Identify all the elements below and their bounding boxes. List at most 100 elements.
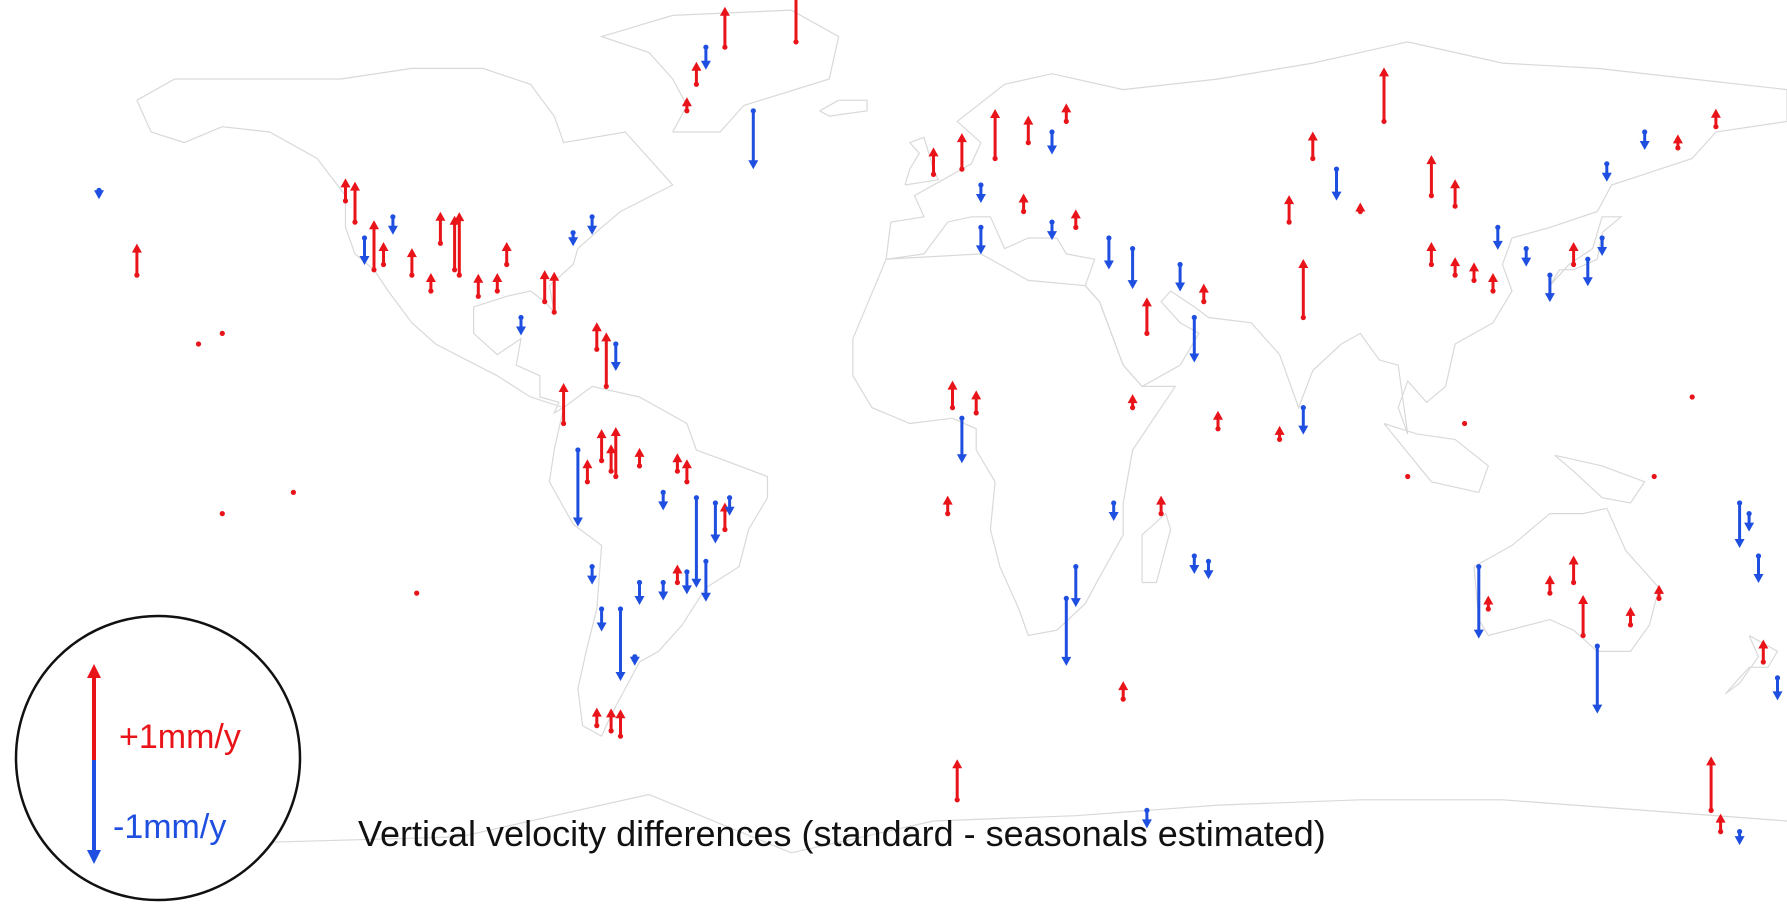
coastline-7 bbox=[1724, 634, 1779, 695]
velocity-arrowhead bbox=[1189, 565, 1200, 574]
velocity-arrowhead bbox=[629, 656, 640, 666]
velocity-arrowhead bbox=[634, 596, 645, 605]
velocity-arrowhead bbox=[1601, 172, 1612, 182]
velocity-arrowhead bbox=[975, 245, 986, 255]
velocity-arrowhead bbox=[473, 273, 484, 283]
legend: +1mm/y -1mm/y bbox=[14, 614, 302, 902]
station-dots-layer bbox=[96, 39, 1781, 835]
coastline-10 bbox=[819, 99, 868, 117]
velocity-arrowhead bbox=[1047, 145, 1057, 155]
velocity-arrowhead bbox=[691, 578, 702, 588]
velocity-arrowhead bbox=[1488, 273, 1498, 282]
coastline-1 bbox=[548, 385, 769, 738]
station-dot bbox=[1651, 473, 1657, 480]
velocity-arrowhead bbox=[681, 97, 692, 107]
velocity-arrowhead bbox=[1710, 108, 1721, 118]
velocity-arrowhead bbox=[449, 215, 460, 225]
velocity-arrowhead bbox=[1469, 262, 1479, 272]
velocity-arrowhead bbox=[1654, 584, 1664, 594]
velocity-arrowhead bbox=[1568, 242, 1579, 251]
velocity-arrowhead bbox=[1274, 425, 1285, 435]
velocity-arrowhead bbox=[1307, 131, 1318, 141]
velocity-arrowhead bbox=[1639, 141, 1650, 150]
velocity-arrowhead bbox=[1426, 155, 1437, 165]
velocity-arrowhead bbox=[634, 447, 645, 457]
velocity-arrowhead bbox=[610, 362, 621, 371]
velocity-arrowhead bbox=[658, 501, 669, 511]
station-dot bbox=[414, 590, 420, 596]
velocity-arrowhead bbox=[1284, 195, 1295, 205]
velocity-arrowhead bbox=[1070, 209, 1081, 219]
map-caption: Vertical velocity differences (standard … bbox=[358, 813, 1326, 854]
velocity-arrowhead bbox=[1625, 606, 1636, 616]
station-dot bbox=[219, 330, 225, 336]
velocity-arrowhead bbox=[425, 273, 436, 282]
velocity-arrowhead bbox=[1379, 67, 1389, 77]
velocity-arrowhead bbox=[1103, 260, 1114, 270]
velocity-arrowhead bbox=[378, 242, 389, 251]
velocity-arrowhead bbox=[94, 190, 104, 200]
velocity-arrowhead bbox=[1213, 410, 1223, 420]
velocity-arrowhead bbox=[1592, 704, 1603, 714]
velocity-arrowhead bbox=[1734, 539, 1745, 548]
velocity-arrowhead bbox=[615, 672, 626, 681]
velocity-arrowhead bbox=[1355, 202, 1366, 212]
velocity-arrowhead bbox=[947, 380, 958, 390]
velocity-arrowhead bbox=[700, 60, 711, 70]
velocity-arrowhead bbox=[1578, 595, 1589, 604]
velocity-arrowhead bbox=[719, 6, 730, 16]
velocity-arrowhead bbox=[1070, 598, 1081, 608]
coastline-0 bbox=[136, 67, 674, 415]
velocity-arrowhead bbox=[1118, 681, 1129, 691]
coastline-13 bbox=[1554, 454, 1646, 504]
velocity-arrowhead bbox=[672, 453, 683, 463]
velocity-arrowhead bbox=[1018, 193, 1029, 203]
coastline-12 bbox=[1383, 422, 1490, 494]
velocity-arrowhead bbox=[1544, 293, 1555, 303]
velocity-arrowhead bbox=[658, 591, 669, 601]
velocity-arrowhead bbox=[710, 534, 721, 544]
coastline-4 bbox=[852, 253, 1177, 637]
legend-down-arrowhead bbox=[87, 850, 101, 864]
station-dot bbox=[219, 510, 225, 517]
velocity-arrowhead bbox=[952, 759, 963, 769]
legend-up-arrowhead bbox=[87, 664, 101, 678]
velocity-arrowhead bbox=[387, 225, 398, 235]
velocity-arrowhead bbox=[582, 459, 593, 469]
coastline-6 bbox=[79, 793, 1787, 854]
velocity-arrowhead bbox=[1141, 819, 1152, 829]
velocity-arrowhead bbox=[549, 271, 560, 281]
velocity-arrowhead bbox=[1772, 691, 1783, 701]
velocity-arrowhead bbox=[492, 273, 503, 282]
velocity-arrowhead bbox=[1061, 103, 1072, 113]
velocity-arrowhead bbox=[1127, 280, 1138, 290]
velocity-arrowhead bbox=[956, 454, 967, 464]
velocity-arrowhead bbox=[700, 592, 711, 602]
velocity-arrowhead bbox=[1450, 179, 1461, 189]
velocity-arrowhead bbox=[1061, 656, 1072, 666]
velocity-arrowhead bbox=[1544, 575, 1555, 585]
velocity-arrowhead bbox=[1492, 240, 1503, 250]
velocity-arrowhead bbox=[1298, 259, 1309, 268]
station-dot bbox=[1462, 420, 1468, 427]
legend-up-label: +1mm/y bbox=[119, 718, 241, 756]
coastline-9 bbox=[904, 136, 940, 186]
station-dot bbox=[1689, 394, 1695, 400]
velocity-arrowhead bbox=[454, 212, 465, 222]
velocity-arrowhead bbox=[501, 242, 512, 251]
coastline-3 bbox=[885, 41, 1787, 435]
velocity-arrowhead bbox=[1108, 512, 1119, 521]
velocity-arrowhead bbox=[369, 220, 379, 230]
velocity-arrowhead bbox=[1706, 756, 1717, 766]
velocity-arrowhead bbox=[975, 194, 986, 203]
velocity-arrowhead bbox=[350, 181, 360, 191]
velocity-arrowhead bbox=[572, 517, 583, 527]
velocity-arrowhead bbox=[681, 459, 692, 469]
velocity-arrowhead bbox=[1331, 191, 1342, 201]
velocity-arrowhead bbox=[1568, 555, 1579, 565]
velocity-arrowhead bbox=[724, 506, 735, 516]
coastline-layer bbox=[79, 9, 1787, 854]
velocity-arrowhead bbox=[558, 383, 569, 392]
legend-ring bbox=[14, 614, 302, 902]
